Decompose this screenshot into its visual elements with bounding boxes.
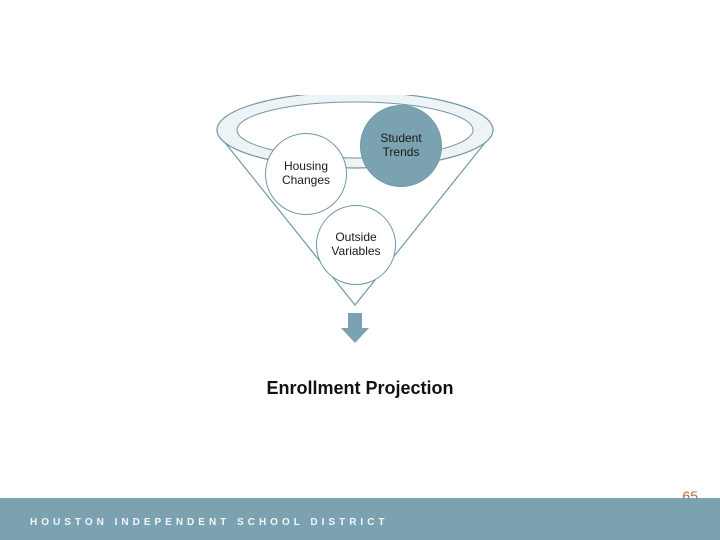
main-label-text: Enrollment Projection: [266, 378, 453, 398]
footer-org-rest: INDEPENDENT SCHOOL DISTRICT: [108, 517, 389, 528]
circle-outside-variables: OutsideVariables: [316, 205, 396, 285]
output-arrow-icon: [341, 313, 369, 343]
footer-org-text: HOUSTON INDEPENDENT SCHOOL DISTRICT: [30, 517, 389, 528]
circle-housing-changes: HousingChanges: [265, 133, 347, 215]
circle-student-trends: StudentTrends: [360, 105, 442, 187]
slide: HousingChanges StudentTrends OutsideVari…: [0, 0, 720, 540]
main-label: Enrollment Projection: [0, 378, 720, 399]
footer-bar: HOUSTON INDEPENDENT SCHOOL DISTRICT: [0, 498, 720, 540]
circle-outside-label: OutsideVariables: [331, 231, 380, 259]
footer-org-bold: HOUSTON: [30, 517, 108, 528]
circle-student-label: StudentTrends: [380, 132, 421, 160]
circle-housing-label: HousingChanges: [282, 160, 330, 188]
funnel-diagram: HousingChanges StudentTrends OutsideVari…: [210, 95, 500, 355]
